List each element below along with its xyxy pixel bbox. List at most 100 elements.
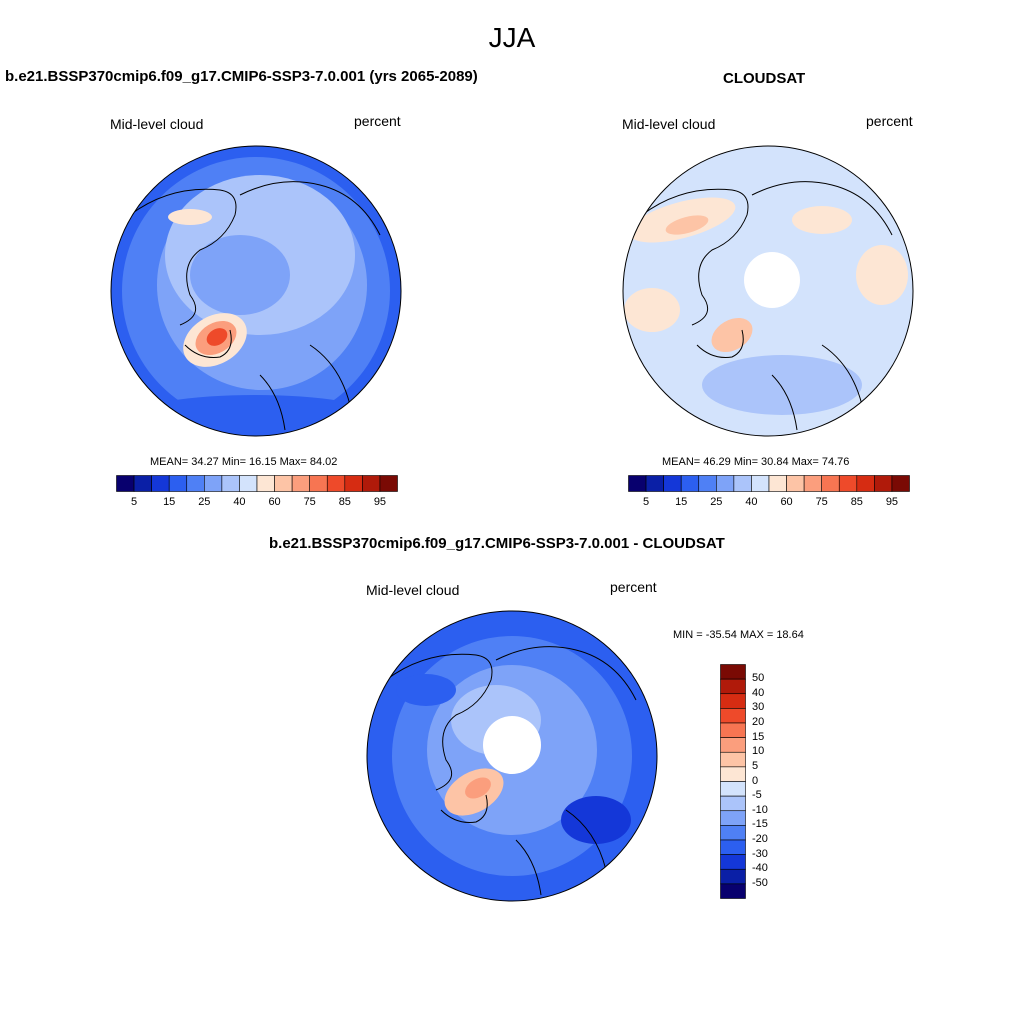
model-colorbar-tick-label: 15: [163, 496, 176, 508]
obs-colorbar-swatch: [733, 475, 752, 492]
obs-colorbar-swatch: [874, 475, 893, 492]
diff-colorbar-swatch: [720, 781, 746, 797]
diff-colorbar-swatch: [720, 693, 746, 709]
diff-colorbar-swatch: [720, 708, 746, 724]
obs-colorbar-tick-label: 85: [850, 496, 863, 508]
diff-colorbar-swatch: [720, 751, 746, 768]
obs-units-label: percent: [866, 113, 913, 129]
model-variable-label: Mid-level cloud: [110, 116, 204, 132]
obs-colorbar-swatch: [803, 475, 822, 492]
model-colorbar-swatch: [204, 475, 223, 492]
obs-colorbar-tick-label: 15: [675, 496, 688, 508]
model-colorbar-swatch: [116, 475, 135, 492]
diff-colorbar-tick-label: 50: [752, 672, 765, 685]
model-colorbar-swatch: [291, 475, 310, 492]
model-coastlines: [129, 181, 381, 431]
model-units-label: percent: [354, 113, 401, 129]
diff-greenland-core: [465, 777, 491, 799]
obs-colorbar-swatch: [716, 475, 735, 492]
obs-missing-pole: [744, 252, 800, 308]
diff-colorbar-tick-label: -50: [752, 876, 768, 889]
obs-colorbar-swatch: [663, 475, 682, 492]
obs-field-south-neg: [702, 355, 862, 415]
diff-colorbar-tick-label: -10: [752, 803, 768, 816]
diff-coastlines: [385, 646, 637, 896]
diff-colorbar-tick-label: -5: [752, 789, 762, 802]
obs-colorbar-tick-label: 60: [780, 496, 793, 508]
model-field-positive-blob: [168, 209, 212, 225]
obs-field-positive-4: [624, 288, 680, 332]
model-colorbar-swatch: [274, 475, 293, 492]
obs-variable-label: Mid-level cloud: [622, 116, 716, 132]
obs-field-pacific-core: [665, 215, 709, 235]
diff-colorbar-swatch: [720, 810, 746, 826]
diff-colorbar-swatch: [720, 839, 746, 855]
model-colorbar-tick-label: 25: [198, 496, 211, 508]
obs-colorbar-swatch: [786, 475, 805, 492]
diff-colorbar-swatch: [720, 868, 746, 885]
diff-colorbar-tick-label: 0: [752, 774, 759, 787]
obs-panel-title: CLOUDSAT: [723, 70, 806, 87]
model-colorbar-tick-label: 75: [303, 496, 316, 508]
obs-colorbar-swatch: [628, 475, 647, 492]
diff-field-neg-1: [396, 674, 456, 706]
model-colorbar-swatch: [309, 475, 328, 492]
diff-colorbar-swatch: [720, 737, 746, 753]
obs-field-positive-2: [792, 206, 852, 234]
diff-missing-pole: [483, 716, 541, 774]
diff-colorbar-tick-label: -15: [752, 818, 768, 831]
diff-colorbar-tick-label: 30: [752, 701, 765, 714]
obs-colorbar-tick-label: 75: [815, 496, 828, 508]
diff-colorbar: [720, 664, 746, 899]
diff-polar-map: [366, 610, 658, 902]
diff-map-border: [366, 610, 658, 902]
model-colorbar-swatch: [168, 475, 188, 492]
obs-colorbar-swatch: [680, 475, 700, 492]
obs-colorbar-swatch: [821, 475, 840, 492]
model-colorbar-tick-label: 40: [233, 496, 246, 508]
model-colorbar-tick-label: 5: [131, 496, 138, 508]
model-polar-map: [110, 145, 402, 437]
model-field-basin: [190, 235, 290, 315]
obs-colorbar-swatch: [751, 475, 770, 492]
model-colorbar-swatch: [239, 475, 258, 492]
obs-colorbar-swatch: [856, 475, 875, 492]
diff-colorbar-tick-label: 40: [752, 686, 765, 699]
diff-colorbar-tick-label: 20: [752, 716, 765, 728]
model-colorbar-swatch: [326, 475, 346, 492]
diff-panel-title: b.e21.BSSP370cmip6.f09_g17.CMIP6-SSP3-7.…: [269, 535, 725, 552]
diff-stats: MIN = -35.54 MAX = 18.64: [673, 629, 804, 641]
obs-coastlines: [641, 181, 893, 431]
diff-colorbar-tick-label: -20: [752, 833, 768, 845]
model-colorbar: [116, 475, 398, 492]
model-colorbar-swatch: [256, 475, 275, 492]
model-colorbar-swatch: [344, 475, 363, 492]
obs-colorbar-swatch: [891, 475, 910, 492]
model-field-south: [135, 395, 375, 435]
diff-colorbar-tick-label: -30: [752, 847, 768, 860]
diff-variable-label: Mid-level cloud: [366, 582, 460, 598]
obs-colorbar-swatch: [768, 475, 787, 492]
diff-colorbar-swatch: [720, 722, 746, 738]
diff-colorbar-swatch: [720, 766, 746, 782]
page-title: JJA: [488, 22, 536, 53]
model-colorbar-tick-label: 95: [373, 496, 387, 508]
obs-colorbar-tick-label: 40: [745, 496, 758, 508]
obs-field-positive-3: [856, 245, 908, 305]
obs-greenland-positive: [711, 317, 753, 353]
diff-colorbar-tick-label: -40: [752, 862, 768, 875]
diff-colorbar-swatch: [720, 825, 746, 841]
model-panel-title: b.e21.BSSP370cmip6.f09_g17.CMIP6-SSP3-7.…: [5, 68, 478, 85]
model-colorbar-swatch: [151, 475, 170, 492]
model-colorbar-tick-label: 60: [268, 496, 281, 508]
model-greenland-core: [206, 328, 228, 346]
obs-colorbar-tick-label: 95: [885, 496, 899, 508]
model-stats: MEAN= 34.27 Min= 16.15 Max= 84.02: [150, 456, 338, 468]
obs-stats: MEAN= 46.29 Min= 30.84 Max= 74.76: [662, 456, 850, 468]
obs-colorbar-swatch: [698, 475, 717, 492]
diff-field-neg-2: [561, 796, 631, 844]
diff-colorbar-swatch: [720, 795, 746, 812]
obs-map-border: [622, 145, 914, 437]
obs-colorbar: [628, 475, 910, 492]
diff-colorbar-tick-label: 5: [752, 759, 759, 772]
